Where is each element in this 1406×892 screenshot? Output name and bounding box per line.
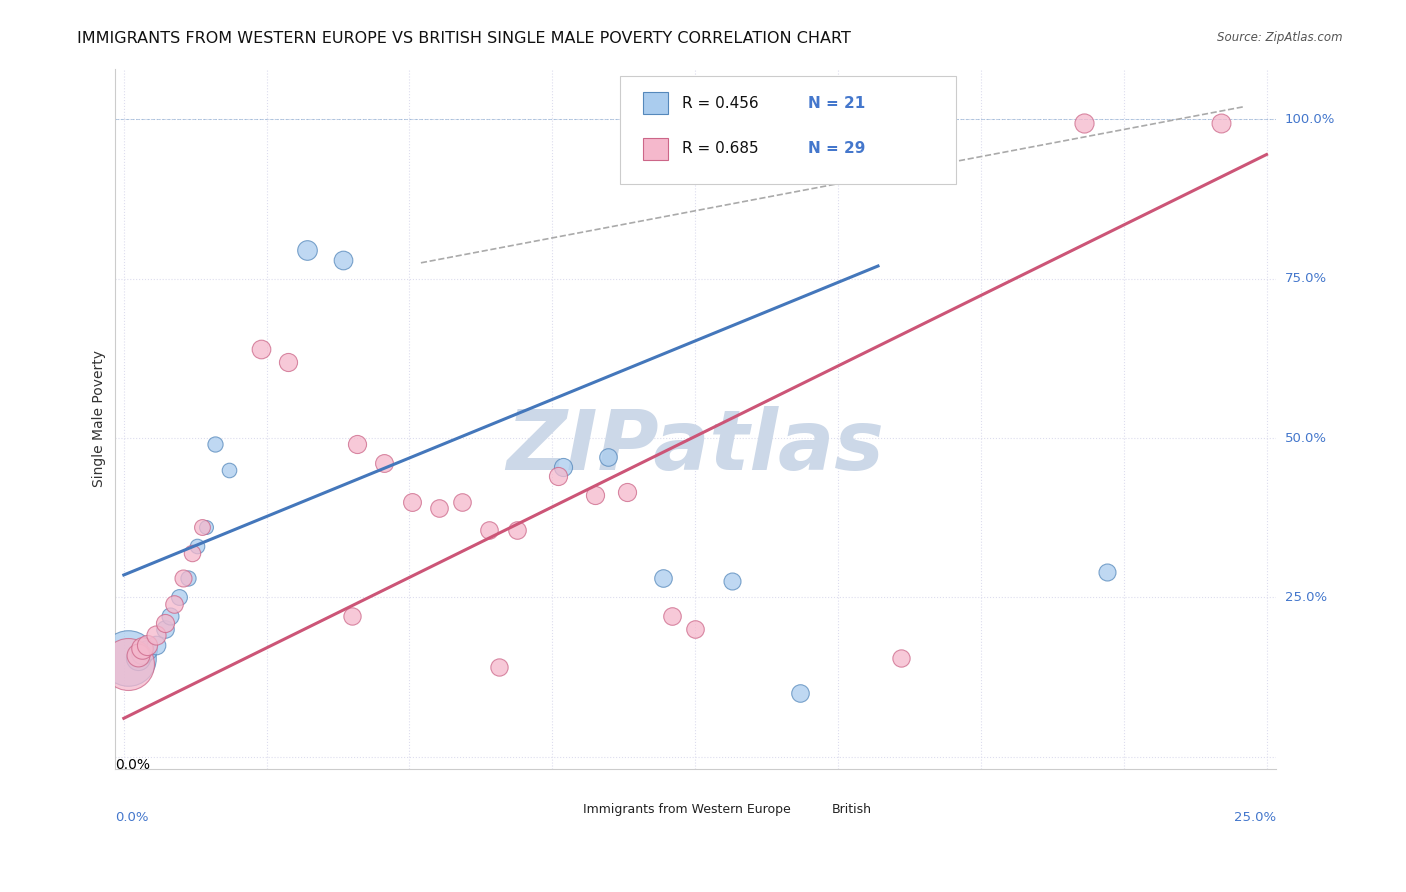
Point — [427, 501, 450, 516]
Text: R = 0.456: R = 0.456 — [682, 95, 759, 111]
Point — [190, 520, 212, 534]
Point — [135, 642, 157, 657]
Point — [890, 650, 912, 665]
FancyBboxPatch shape — [620, 76, 956, 184]
Point — [583, 488, 606, 502]
Point — [145, 628, 167, 642]
Text: Immigrants from Western Europe: Immigrants from Western Europe — [582, 804, 790, 816]
Text: 0.0%: 0.0% — [115, 812, 148, 824]
Point — [332, 252, 354, 267]
Point — [616, 485, 638, 500]
Point — [145, 638, 167, 652]
Point — [172, 571, 194, 585]
Text: 25.0%: 25.0% — [1285, 591, 1327, 604]
Point — [204, 437, 226, 451]
Point — [789, 686, 811, 700]
Point — [218, 463, 240, 477]
Point — [131, 646, 153, 660]
Text: 50.0%: 50.0% — [1285, 432, 1327, 444]
Point — [373, 457, 395, 471]
Point — [342, 609, 364, 624]
Point — [117, 657, 139, 672]
Point — [277, 354, 299, 368]
FancyBboxPatch shape — [643, 138, 668, 160]
FancyBboxPatch shape — [643, 93, 668, 114]
Point — [683, 622, 706, 636]
Point — [598, 450, 620, 464]
Text: IMMIGRANTS FROM WESTERN EUROPE VS BRITISH SINGLE MALE POVERTY CORRELATION CHART: IMMIGRANTS FROM WESTERN EUROPE VS BRITIS… — [77, 31, 851, 46]
Point — [661, 609, 683, 624]
Point — [1095, 565, 1118, 579]
Point — [506, 524, 529, 538]
Point — [153, 622, 176, 636]
Point — [346, 437, 368, 451]
Point — [401, 494, 423, 508]
Point — [720, 574, 742, 589]
Point — [551, 459, 574, 474]
Point — [131, 641, 153, 656]
Point — [181, 546, 204, 560]
Y-axis label: Single Male Poverty: Single Male Poverty — [93, 351, 107, 487]
FancyBboxPatch shape — [555, 801, 576, 818]
Point — [1209, 116, 1232, 130]
Text: 0.0%: 0.0% — [115, 758, 149, 772]
Point — [153, 615, 176, 630]
Point — [117, 650, 139, 665]
Point — [488, 660, 510, 674]
Text: 100.0%: 100.0% — [1285, 113, 1336, 126]
Text: ZIPatlas: ZIPatlas — [506, 407, 884, 487]
Point — [167, 591, 190, 605]
Text: 25.0%: 25.0% — [1233, 812, 1275, 824]
Point — [250, 342, 273, 356]
Point — [135, 638, 157, 652]
Text: N = 29: N = 29 — [808, 141, 865, 156]
Text: N = 21: N = 21 — [808, 95, 865, 111]
FancyBboxPatch shape — [806, 801, 827, 818]
Text: British: British — [832, 804, 872, 816]
Point — [1073, 116, 1095, 130]
Point — [127, 648, 149, 662]
Point — [177, 571, 200, 585]
Point — [547, 469, 569, 483]
Point — [451, 494, 474, 508]
Point — [163, 597, 186, 611]
Text: R = 0.685: R = 0.685 — [682, 141, 759, 156]
Text: 75.0%: 75.0% — [1285, 272, 1327, 285]
Point — [295, 243, 318, 257]
Point — [127, 650, 149, 665]
Point — [652, 571, 675, 585]
Point — [195, 520, 218, 534]
Text: Source: ZipAtlas.com: Source: ZipAtlas.com — [1218, 31, 1343, 45]
Point — [159, 609, 181, 624]
Point — [478, 524, 501, 538]
Point — [186, 539, 208, 553]
